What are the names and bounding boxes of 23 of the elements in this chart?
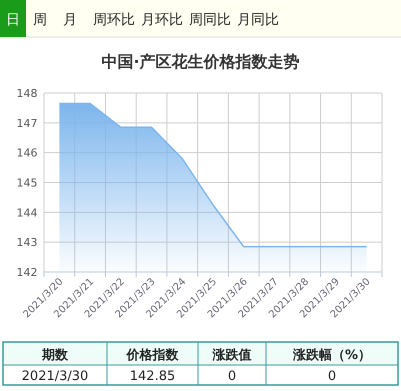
y-tick-label: 145 — [16, 176, 38, 190]
text: 月 — [63, 12, 77, 28]
text: 2021/3/30 — [22, 369, 88, 384]
text: 0 — [228, 369, 236, 384]
text: 周环比 — [93, 12, 135, 28]
text: 0 — [328, 369, 336, 384]
text: 月同比 — [237, 12, 279, 28]
y-tick-label: 142 — [16, 266, 38, 279]
y-tick-label: 147 — [16, 116, 38, 130]
text: 月环比 — [141, 12, 183, 28]
text: 周同比 — [189, 12, 231, 28]
text: 周 — [33, 12, 47, 28]
text: 142.85 — [130, 369, 176, 384]
chart-title: 中国·产区花生价格指数走势 — [101, 52, 300, 71]
text: 价格指数 — [126, 348, 180, 363]
text: 涨跌幅（%） — [292, 348, 372, 363]
text: 期数 — [41, 348, 69, 363]
y-tick-label: 148 — [16, 87, 38, 100]
y-tick-label: 144 — [16, 206, 38, 220]
y-tick-label: 146 — [16, 146, 38, 160]
text: 涨跌值 — [212, 348, 252, 363]
y-tick-label: 143 — [16, 236, 38, 250]
text: 日 — [6, 12, 20, 28]
